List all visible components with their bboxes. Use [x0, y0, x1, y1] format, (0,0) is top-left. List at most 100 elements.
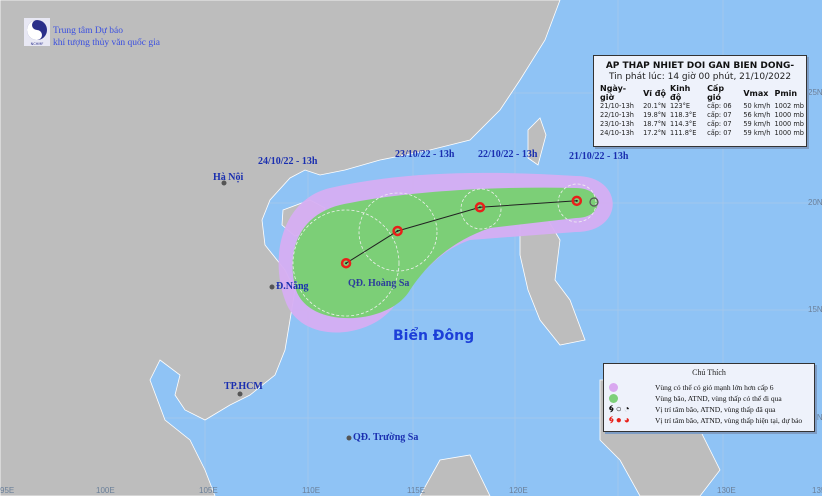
forecast-table: Ngày-giờ Vĩ độ Kinh độ Cấp gió Vmax Pmin… — [598, 84, 806, 138]
sea-label: Biển Đông — [393, 328, 475, 344]
legend-item-storm-zone: Vùng bão, ATND, vùng thấp có thể đi qua — [609, 393, 782, 403]
city-dots — [221, 180, 352, 441]
col-header: Kinh độ — [670, 84, 691, 102]
track-label-23: 23/10/22 - 13h — [395, 149, 455, 160]
forecast-cell: 1002 mb — [774, 102, 804, 110]
forecast-cell: 19.8°N — [643, 111, 666, 119]
legend-text: Vùng có thể có gió mạnh lớn hơn cấp 6 — [655, 382, 774, 392]
storm-center-dot — [345, 262, 348, 265]
forecast-cell: 1000 mb — [774, 120, 804, 128]
forecast-cell: cấp: 07 — [707, 111, 732, 119]
uncertainty-circles — [292, 183, 597, 317]
legend-text: Vị trí tâm bão, ATND, vùng thấp hiện tại… — [655, 415, 803, 425]
forecast-cell: 114.3°E — [670, 120, 697, 128]
storm-center-marker — [392, 225, 403, 237]
col-header: Cấp gió — [707, 84, 725, 102]
nchmf-logo: NCHMF — [24, 18, 50, 46]
col-header: Pmin — [774, 88, 798, 98]
forecast-cell: 123°E — [670, 102, 691, 110]
lat-tick: 10N — [808, 413, 822, 422]
org-line-2: khí tượng thủy văn quốc gia — [53, 38, 161, 48]
legend-text: Vùng bão, ATND, vùng thấp có thể đi qua — [655, 393, 782, 403]
forecast-cell: 22/10-13h — [600, 111, 634, 119]
forecast-cell: 50 km/h — [743, 102, 771, 110]
lon-tick: 95E — [0, 486, 15, 495]
low-symbol-icon: ◔ — [623, 403, 630, 415]
forecast-cell: 56 km/h — [743, 111, 771, 119]
low-pressure-symbol — [589, 197, 599, 207]
forecast-row: 22/10-13h 19.8°N 118.3°E cấp: 07 56 km/h 1000… — [598, 111, 806, 120]
info-issued: Tin phát lúc: 14 giờ 00 phút, 21/10/2022 — [608, 72, 792, 82]
depression-symbol-icon: ○ — [615, 403, 622, 415]
lat-tick: 25N — [808, 88, 822, 97]
col-header: Vĩ độ — [643, 88, 667, 98]
legend-item-wind-zone: Vùng có thể có gió mạnh lớn hơn cấp 6 — [609, 382, 774, 392]
legend-title: Chú Thích — [692, 368, 726, 377]
forecast-cell: 23/10-13h — [600, 120, 634, 128]
forecast-cell: 18.7°N — [643, 120, 666, 128]
col-header: Ngày-giờ — [600, 84, 627, 102]
forecast-cell: cấp: 07 — [707, 129, 732, 137]
info-title: AP THAP NHIET DOI GAN BIEN DONG- — [605, 61, 795, 71]
forecast-cell: 118.3°E — [670, 111, 697, 119]
organization-name: Trung tâm Dự báo khí tượng thủy văn quốc… — [53, 25, 160, 49]
track-label-24: 24/10/22 - 13h — [258, 156, 318, 167]
legend-item-past: 🌀︎ ○ ◔ Vị trí tâm bão, ATND, vùng thấp đ… — [609, 403, 776, 415]
lat-tick: 15N — [808, 305, 822, 314]
lon-tick: 100E — [96, 486, 115, 495]
green-circle-icon — [609, 393, 618, 403]
legend-item-forecast: 🌀︎ ● ◕ Vị trí tâm bão, ATND, vùng thấp h… — [609, 414, 803, 426]
legend-text: Vị trí tâm bão, ATND, vùng thấp đã qua — [655, 404, 776, 414]
place-hoangsa: QĐ. Hoàng Sa — [348, 278, 410, 289]
lon-tick: 115E — [407, 486, 426, 495]
forecast-row: 23/10-13h 18.7°N 114.3°E cấp: 07 59 km/h 1000… — [598, 120, 806, 129]
taiwan-island — [527, 117, 547, 166]
forecast-row: 21/10-13h 20.1°N 123°E cấp: 06 50 km/h 1002 m… — [598, 102, 806, 111]
place-hanoi: Hà Nội — [213, 172, 244, 183]
track-label-22: 22/10/22 - 13h — [478, 149, 538, 160]
forecast-row: 24/10-13h 17.2°N 111.8°E cấp: 07 59 km/h 1000… — [598, 129, 806, 138]
place-danang: Đ.Nẵng — [276, 281, 309, 292]
storm-symbol-icon: 🌀︎ — [609, 403, 614, 415]
forecast-cell: 59 km/h — [743, 129, 771, 137]
place-truongsa: QĐ. Trường Sa — [353, 432, 419, 443]
forecast-cell: 24/10-13h — [600, 129, 634, 137]
legend-box: Chú Thích Vùng có thể có gió mạnh lớn hơ… — [603, 363, 815, 432]
lon-tick: 130E — [717, 486, 736, 495]
forecast-cell: 17.2°N — [643, 129, 666, 137]
storm-track-points — [340, 195, 583, 269]
lon-tick: 120E — [509, 486, 528, 495]
pink-circle-icon — [609, 382, 618, 392]
lon-tick: 135E — [812, 486, 822, 495]
forecast-cell: 1000 mb — [774, 111, 804, 119]
forecast-cell: cấp: 06 — [707, 102, 732, 110]
place-hcm: TP.HCM — [224, 381, 263, 392]
storm-zone — [292, 187, 598, 319]
storm-center-dot — [478, 206, 481, 209]
forecast-cell: 59 km/h — [743, 120, 771, 128]
lon-tick: 110E — [302, 486, 321, 495]
forecast-cell: 111.8°E — [670, 129, 697, 137]
lat-tick: 20N — [808, 198, 822, 207]
storm-center-dot — [575, 199, 578, 202]
storm-track-line — [345, 200, 577, 264]
forecast-cell: 21/10-13h — [600, 102, 634, 110]
storm-center-dot — [396, 229, 399, 232]
borneo-island — [419, 454, 491, 496]
col-header: Vmax — [743, 88, 769, 98]
storm-center-marker — [474, 202, 486, 213]
depression-symbol-icon: ● — [615, 414, 622, 426]
storm-center-marker — [340, 257, 352, 269]
forecast-cell: cấp: 07 — [707, 120, 732, 128]
forecast-cell: 1000 mb — [774, 129, 804, 137]
storm-symbol-icon: 🌀︎ — [609, 414, 614, 426]
svg-text:NCHMF: NCHMF — [31, 42, 44, 46]
lon-tick: 105E — [199, 486, 218, 495]
storm-center-marker — [571, 195, 583, 207]
org-line-1: Trung tâm Dự báo — [53, 26, 123, 36]
low-symbol-icon: ◕ — [623, 414, 630, 426]
storm-info-box: AP THAP NHIET DOI GAN BIEN DONG- Tin phá… — [593, 55, 807, 147]
forecast-cell: 20.1°N — [643, 102, 666, 110]
track-label-21: 21/10/22 - 13h — [569, 151, 629, 162]
